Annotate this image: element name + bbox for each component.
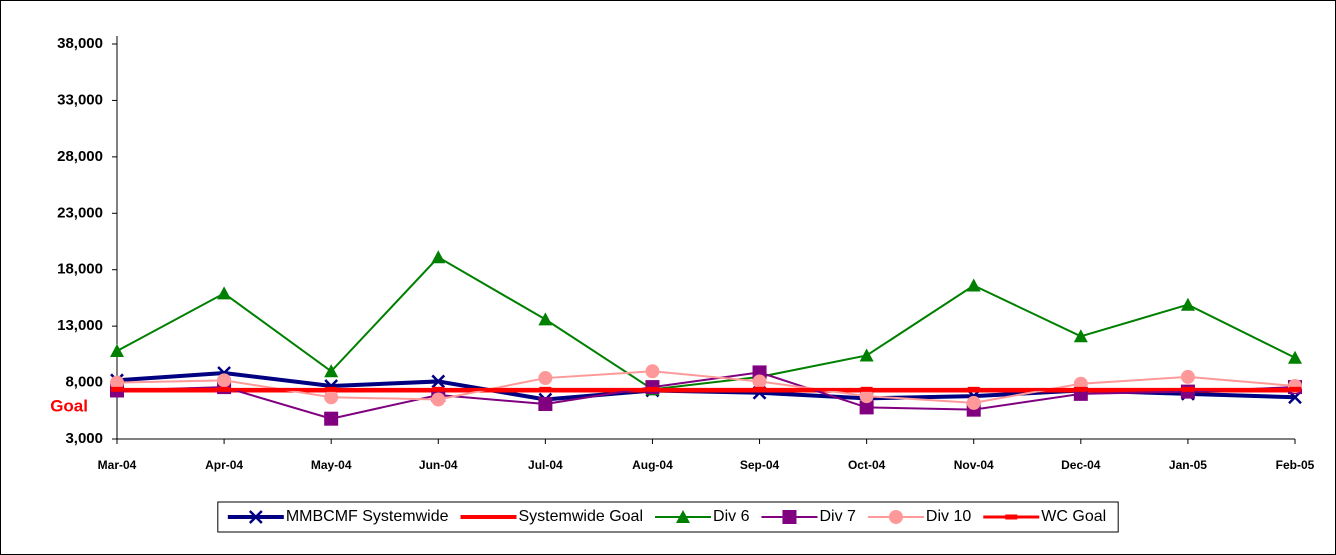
x-tick-label: Nov-04 <box>954 458 994 472</box>
data-point <box>324 364 339 378</box>
data-point <box>538 371 553 386</box>
y-tick-label: 18,000 <box>57 261 103 278</box>
data-point <box>431 250 446 264</box>
x-tick-label: Mar-04 <box>98 458 137 472</box>
legend: MMBCMF Systemwide Systemwide Goal Div 6 Div… <box>217 501 1119 533</box>
y-tick-label: 28,000 <box>57 148 103 165</box>
y-tick-label: 8,000 <box>65 374 103 391</box>
data-point <box>324 411 339 426</box>
data-point <box>538 312 553 326</box>
legend-label: Div 6 <box>713 508 750 525</box>
y-tick-label: 33,000 <box>57 91 103 108</box>
data-point <box>217 286 232 300</box>
data-point <box>431 392 446 407</box>
data-point <box>859 348 874 362</box>
data-point <box>1289 386 1301 392</box>
legend-label: Div 10 <box>926 508 971 525</box>
data-point <box>1180 369 1195 384</box>
data-point <box>324 390 339 405</box>
data-point <box>1073 329 1088 343</box>
legend-marker <box>676 510 691 523</box>
y-tick-label: 13,000 <box>57 317 103 334</box>
x-tick-label: Aug-04 <box>632 458 673 472</box>
x-tick-label: Jan-05 <box>1169 458 1207 472</box>
x-tick-label: Dec-04 <box>1061 458 1101 472</box>
data-point <box>431 374 446 389</box>
data-point <box>1181 386 1194 392</box>
goal-annotation: Goal <box>50 396 88 415</box>
y-tick-label: 38,000 <box>57 35 103 52</box>
series-line <box>116 256 1296 391</box>
data-point <box>645 364 660 379</box>
data-point <box>539 386 552 392</box>
y-tick-label: 23,000 <box>57 204 103 221</box>
y-tick-label: 3,000 <box>65 430 103 447</box>
data-point <box>538 397 553 412</box>
data-point <box>753 386 766 392</box>
data-point <box>1180 297 1195 311</box>
x-tick-label: Apr-04 <box>205 458 243 472</box>
legend-label: Systemwide Goal <box>519 508 644 525</box>
data-point <box>432 386 445 392</box>
x-tick-label: Jul-04 <box>528 458 563 472</box>
x-tick-label: Sep-04 <box>740 458 780 472</box>
data-point <box>1074 386 1087 392</box>
data-point <box>110 375 124 390</box>
legend-marker <box>888 510 903 524</box>
data-point <box>966 278 981 292</box>
x-tick-label: Jun-04 <box>419 458 458 472</box>
series-line <box>116 371 1296 420</box>
legend-label: Div 7 <box>819 508 856 525</box>
data-point <box>966 395 981 410</box>
data-point <box>752 374 767 389</box>
legend-marker <box>782 510 797 524</box>
data-point <box>860 386 873 392</box>
legend-label: MMBCMF Systemwide <box>286 508 449 525</box>
data-point <box>859 400 874 415</box>
data-point <box>967 386 980 392</box>
data-point <box>218 386 231 392</box>
x-tick-label: Feb-05 <box>1276 458 1315 472</box>
x-tick-label: May-04 <box>311 458 352 472</box>
data-point <box>646 386 659 392</box>
legend-marker <box>1005 514 1018 520</box>
data-point <box>110 343 124 357</box>
data-point <box>859 389 874 404</box>
data-point <box>111 386 123 392</box>
series-line <box>116 370 1296 404</box>
data-point <box>1288 350 1302 364</box>
legend-label: WC Goal <box>1041 508 1106 525</box>
data-point <box>325 386 338 392</box>
legend-marker <box>248 510 263 524</box>
x-tick-label: Oct-04 <box>848 458 886 472</box>
data-point <box>217 373 232 388</box>
